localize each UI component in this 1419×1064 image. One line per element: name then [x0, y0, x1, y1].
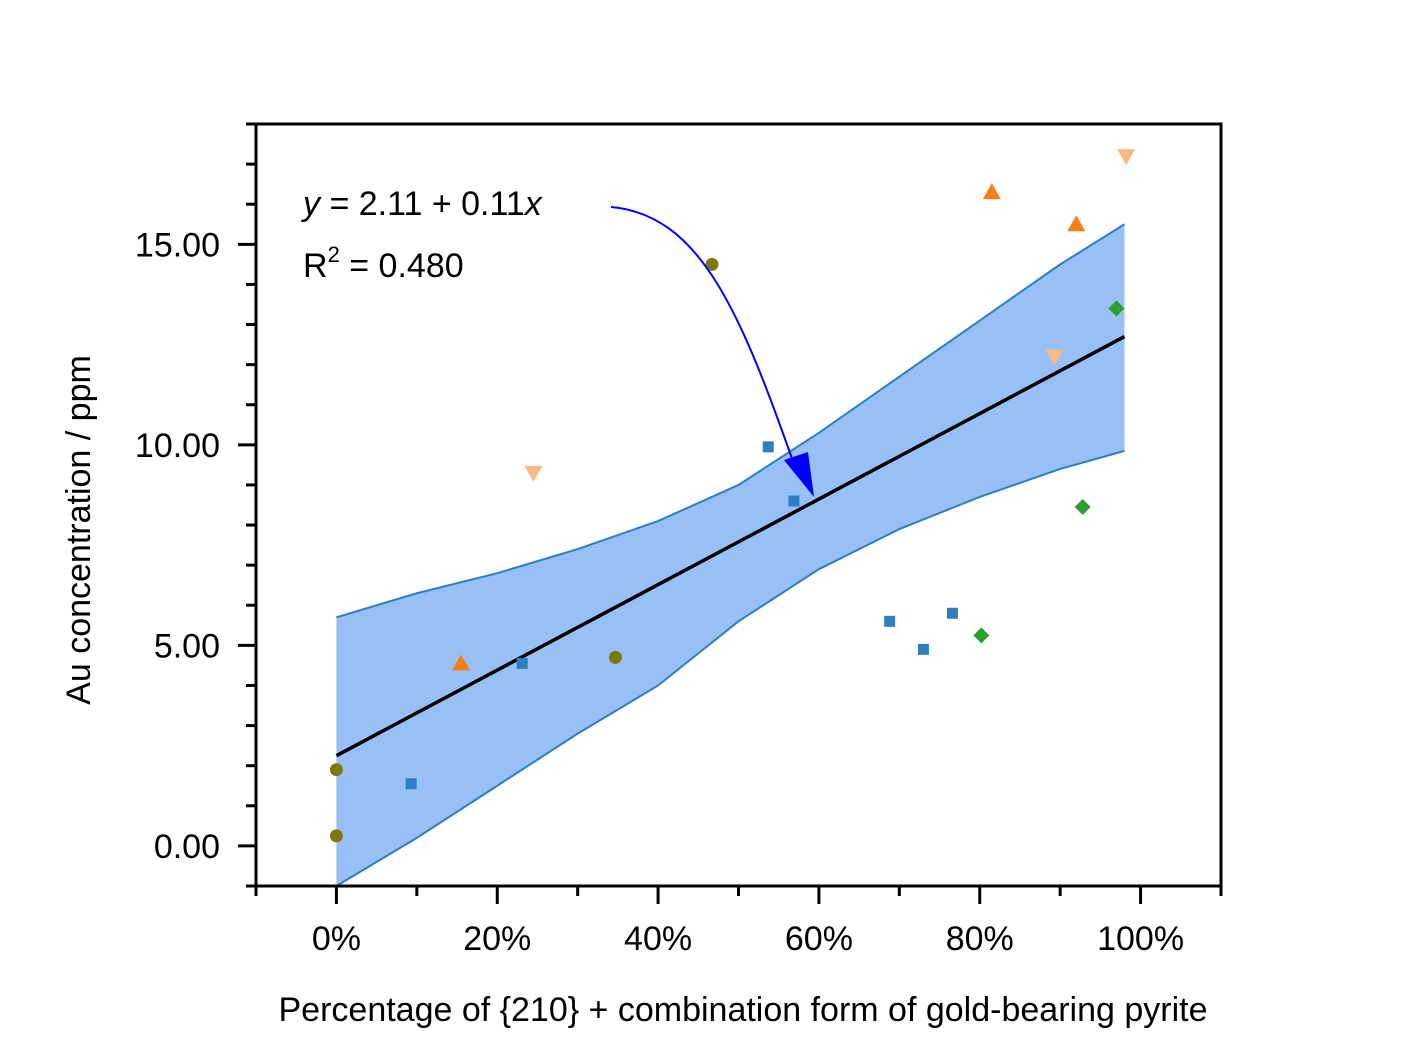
- x-tick-label: 100%: [1097, 920, 1184, 958]
- x-tick-label: 80%: [946, 920, 1014, 958]
- r-squared-value: = 0.480: [340, 247, 464, 285]
- y-axis-title: Au concentration / ppm: [60, 355, 98, 705]
- data-point-circle: [329, 829, 343, 843]
- data-point-diamond: [1108, 300, 1125, 317]
- regression-annotation: y = 2.11 + 0.11x R2 = 0.480: [301, 185, 814, 497]
- data-point-circle: [329, 763, 343, 777]
- y-tick-label: 15.00: [135, 226, 220, 264]
- y-tick-label: 5.00: [154, 627, 220, 665]
- data-point-square: [516, 657, 528, 669]
- equation-x-var: x: [523, 185, 543, 223]
- data-point-triangle-up: [452, 654, 471, 671]
- confidence-upper-edge: [336, 223, 1126, 619]
- data-point-circle: [705, 257, 719, 271]
- data-point-triangle-down: [1045, 349, 1064, 366]
- data-point-triangle-up: [1067, 215, 1086, 232]
- equation-body: = 2.11 + 0.11: [320, 185, 525, 223]
- data-point-square: [788, 495, 800, 507]
- data-point-triangle-down: [524, 465, 543, 482]
- annotation-arrowhead: [784, 452, 814, 497]
- confidence-band-fill: [336, 224, 1125, 886]
- x-tick-label: 40%: [624, 920, 692, 958]
- r-squared-text: R2 = 0.480: [303, 242, 464, 285]
- x-tick-label: 20%: [463, 920, 531, 958]
- data-point-square: [917, 643, 929, 655]
- data-point-diamond: [1074, 499, 1091, 516]
- data-point-triangle-down: [1117, 149, 1136, 166]
- y-tick-label: 0.00: [154, 828, 220, 866]
- data-point-square: [762, 441, 774, 453]
- confidence-band: [335, 223, 1126, 887]
- data-points: [329, 149, 1136, 843]
- equation-text: y = 2.11 + 0.11x: [301, 185, 543, 223]
- data-point-square: [405, 778, 417, 790]
- r-squared-superscript: 2: [328, 242, 340, 267]
- r-squared-prefix: R: [303, 247, 328, 285]
- x-tick-label: 60%: [785, 920, 853, 958]
- data-point-triangle-up: [982, 183, 1001, 200]
- regression-fit: [335, 335, 1126, 758]
- x-axis-title: Percentage of {210} + combination form o…: [279, 991, 1208, 1029]
- data-point-circle: [608, 650, 622, 664]
- annotation-arrow: [610, 206, 797, 471]
- axis-ticks: 0% 20% 40% 60% 80% 100% 0.00 5.00 10.00 15.00: [135, 122, 1223, 958]
- fit-line: [335, 335, 1126, 758]
- x-tick-label: 0%: [312, 920, 361, 958]
- data-point-square: [884, 615, 896, 627]
- equation-y-var: y: [301, 185, 322, 223]
- confidence-lower-edge: [335, 449, 1125, 887]
- data-point-diamond: [973, 627, 990, 644]
- y-tick-label: 10.00: [135, 427, 220, 465]
- data-point-square: [946, 607, 958, 619]
